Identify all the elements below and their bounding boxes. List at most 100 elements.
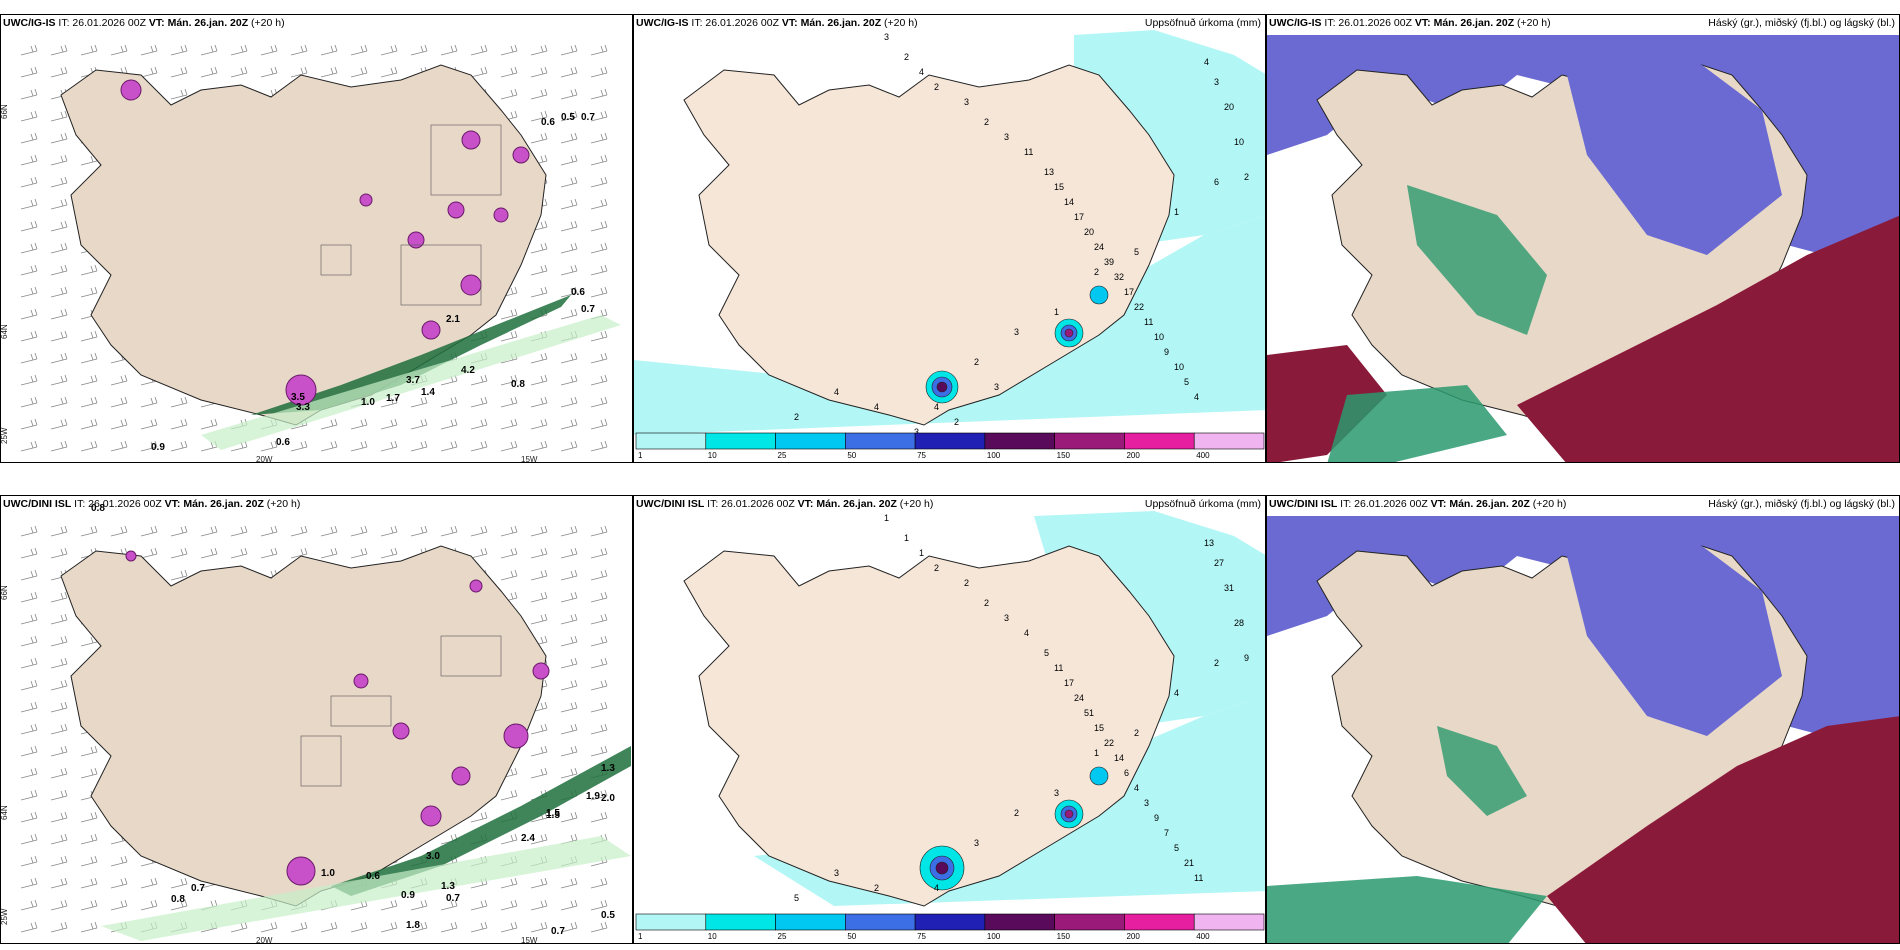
valid-label: VT: <box>164 498 181 510</box>
wind-barb <box>50 66 68 78</box>
wind-barb <box>80 396 98 408</box>
wind-barb <box>20 286 38 298</box>
wind-barb <box>20 591 38 603</box>
wind-barb <box>470 899 488 911</box>
precip-value-labels: 0.81.01.50.60.91.33.02.41.51.9 2.01.30.70… <box>91 503 615 937</box>
wind-barb <box>20 921 38 933</box>
value-label: 2 <box>934 563 939 573</box>
wind-barb <box>560 110 578 122</box>
wind-barb <box>20 613 38 625</box>
wind-barb <box>170 418 188 430</box>
wind-barb <box>590 176 608 188</box>
wind-barb <box>170 88 188 100</box>
wind-barb <box>530 569 548 581</box>
wind-barb <box>560 635 578 647</box>
precip-magenta-cells <box>125 550 550 886</box>
value-label: 0.6 <box>571 287 585 298</box>
wind-barb <box>80 352 98 364</box>
valid-label: VT: <box>797 498 814 510</box>
value-label: 2 <box>874 883 879 893</box>
value-label: 1.4 <box>421 387 435 398</box>
wind-barb <box>350 44 368 56</box>
value-label: 3 <box>964 97 969 107</box>
wind-barb <box>380 525 398 537</box>
wind-barb <box>500 569 518 581</box>
value-label: 1.5 <box>546 808 560 819</box>
value-label: 32 <box>1114 272 1124 282</box>
wind-barb <box>80 330 98 342</box>
wind-barb <box>500 374 518 386</box>
wind-barb <box>590 635 608 647</box>
wind-barb <box>200 44 218 56</box>
wind-barb <box>380 899 398 911</box>
value-label: 3 <box>884 32 889 42</box>
valid-time: Mán. 26.jan. 20Z <box>167 17 249 29</box>
wind-barb <box>590 88 608 100</box>
value-label: 7 <box>1164 828 1169 838</box>
wind-barb <box>170 877 188 889</box>
colorbar-tick: 50 <box>847 932 856 941</box>
wind-barb <box>410 396 428 408</box>
value-label: 1.0 <box>321 868 335 879</box>
wind-barb <box>260 525 278 537</box>
colorbar-swatch <box>1193 913 1265 931</box>
panel-precip-r2: 1 1 1 2 2 2 3 4 5 11 17 24 51 15 22 14 6 4 3 9 7 5 21 11 13 27 31 2… <box>633 495 1266 944</box>
wind-barb <box>500 308 518 320</box>
wind-map-r1: 66N 64N 25W 20W 15W 0.5 0.6 0.7 1.0 1.4 1.7 2.… <box>1 15 632 462</box>
value-label: 13 <box>1204 538 1214 548</box>
wind-barb <box>170 899 188 911</box>
wind-barb <box>530 723 548 735</box>
value-label: 4 <box>1194 392 1199 402</box>
wind-barb <box>560 308 578 320</box>
value-label: 4 <box>919 67 924 77</box>
wind-barb <box>410 440 428 452</box>
wind-barb <box>380 396 398 408</box>
colorbar: 1 10 25 50 75 100 150 200 400 <box>635 432 1265 460</box>
wind-barb <box>260 44 278 56</box>
value-label: 14 <box>1114 753 1124 763</box>
wind-barb <box>50 855 68 867</box>
wind-barb <box>50 242 68 254</box>
wind-barb <box>590 877 608 889</box>
value-label: 4 <box>1024 628 1029 638</box>
panel-cloud-r1: UWC/IG-IS IT: 26.01.2026 00Z VT: Mán. 26… <box>1266 14 1900 463</box>
value-label: 3.0 <box>426 851 440 862</box>
wind-map-r2: 66N 64N 25W 20W 15W 0.8 1.0 1.5 0.6 0.9 1.3 3.… <box>1 496 632 943</box>
wind-barb <box>380 44 398 56</box>
wind-barb <box>440 418 458 430</box>
wind-barb <box>470 66 488 78</box>
wind-barb <box>470 396 488 408</box>
wind-barb <box>530 396 548 408</box>
wind-barb <box>560 154 578 166</box>
wind-barb <box>290 921 308 933</box>
wind-barb <box>530 44 548 56</box>
wind-barb <box>20 132 38 144</box>
wind-barb <box>500 44 518 56</box>
wind-barb <box>530 547 548 559</box>
colorbar: 1 10 25 50 75 100 150 200 400 <box>635 913 1265 941</box>
value-label: 4 <box>934 402 939 412</box>
wind-barb <box>590 330 608 342</box>
wind-barb <box>110 44 128 56</box>
wind-barb <box>470 44 488 56</box>
wind-barb <box>110 877 128 889</box>
wind-barb <box>290 547 308 559</box>
wind-barb <box>560 525 578 537</box>
model-name: UWC/IG-IS <box>1269 17 1322 29</box>
panel-title: UWC/DINI ISL IT: 26.01.2026 00Z VT: Mán.… <box>636 498 933 510</box>
value-label: 17 <box>1064 678 1074 688</box>
colorbar-swatch <box>1054 432 1125 450</box>
value-label: 0.9 <box>401 890 415 901</box>
wind-barb <box>20 154 38 166</box>
value-label: 0.7 <box>446 893 460 904</box>
wind-barb <box>140 877 158 889</box>
wind-barb <box>560 352 578 364</box>
cloud-map-r2 <box>1267 496 1899 943</box>
wind-barb <box>50 352 68 364</box>
wind-barb <box>170 396 188 408</box>
colorbar-tick: 50 <box>847 451 856 460</box>
wind-barb <box>320 418 338 430</box>
wind-barb <box>200 66 218 78</box>
value-label: 11 <box>1024 147 1033 157</box>
wind-barb <box>320 921 338 933</box>
